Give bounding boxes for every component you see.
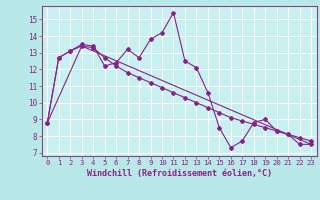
X-axis label: Windchill (Refroidissement éolien,°C): Windchill (Refroidissement éolien,°C) <box>87 169 272 178</box>
